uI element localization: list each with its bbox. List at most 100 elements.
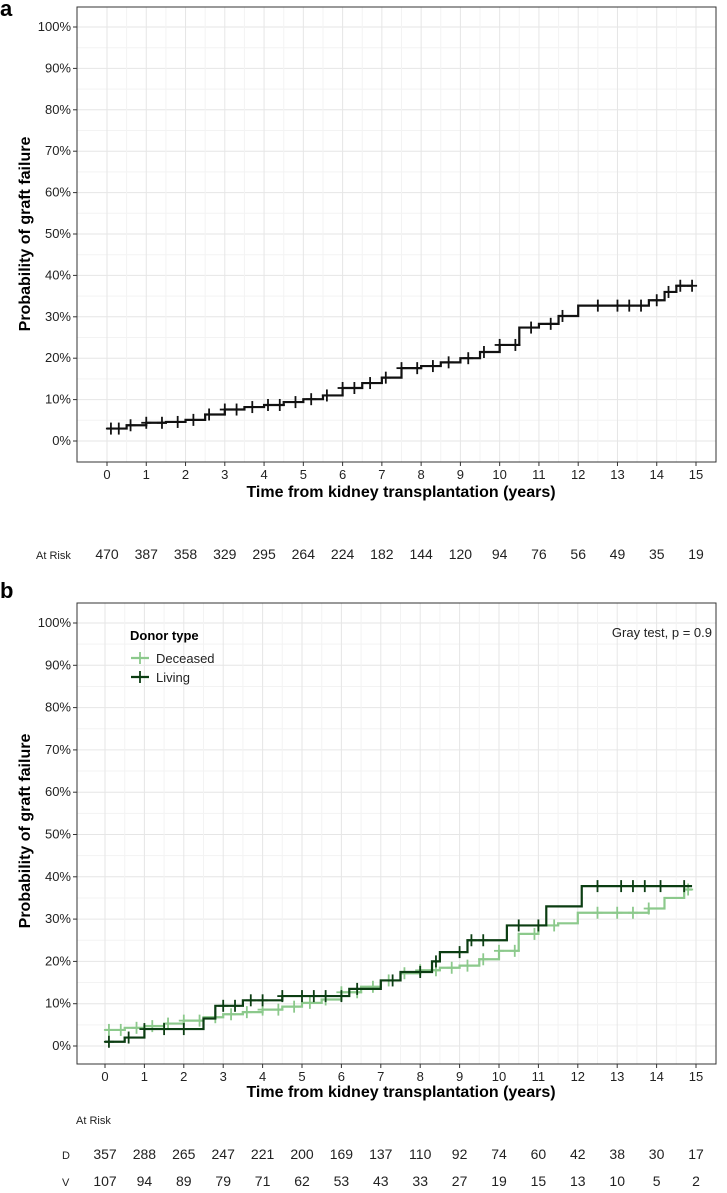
x-tick-label: 10: [492, 1069, 506, 1084]
at-risk-value: 224: [331, 546, 355, 562]
panel-a-at-risk-label: At Risk: [36, 550, 71, 562]
x-tick-label: 10: [492, 467, 506, 482]
at-risk-value: 295: [252, 546, 276, 562]
at-risk-value: 62: [294, 1173, 310, 1189]
censor-mark: [592, 299, 603, 312]
censor-mark: [478, 953, 489, 966]
y-tick-label: 90%: [45, 657, 71, 672]
censor-mark: [172, 415, 183, 428]
panel-a-gridlines: [77, 7, 716, 462]
censor-mark: [612, 906, 623, 919]
x-tick-label: 2: [180, 1069, 187, 1084]
censor-mark: [494, 338, 505, 351]
at-risk-value: 182: [370, 546, 394, 562]
censor-mark: [156, 416, 167, 429]
y-tick-label: 30%: [45, 309, 71, 324]
x-tick-label: 3: [221, 467, 228, 482]
x-tick-label: 14: [649, 467, 663, 482]
censor-mark: [226, 1008, 237, 1021]
at-risk-value: 35: [649, 546, 665, 562]
panel-a-at-risk-table: 470 387 358 329 295 264 224 182 144 120 94 76 56 49 35…: [95, 546, 704, 562]
at-risk-value: 13: [570, 1173, 586, 1189]
censor-mark: [430, 955, 441, 968]
censor-mark: [231, 403, 242, 416]
censor-mark: [304, 996, 315, 1009]
censor-mark: [415, 965, 426, 978]
at-risk-value: 200: [290, 1146, 314, 1162]
x-tick-label: 1: [141, 1069, 148, 1084]
y-tick-label: 50%: [45, 827, 71, 842]
at-risk-value: 89: [176, 1173, 192, 1189]
x-tick-label: 8: [417, 1069, 424, 1084]
at-risk-value: 71: [255, 1173, 271, 1189]
at-risk-value: 19: [688, 546, 704, 562]
at-risk-value: 94: [492, 546, 508, 562]
legend-items: Deceased Living: [131, 651, 215, 685]
at-risk-value: 92: [452, 1146, 468, 1162]
censor-mark: [178, 1023, 189, 1036]
censor-mark: [529, 927, 540, 940]
x-tick-label: 3: [220, 1069, 227, 1084]
censor-mark: [352, 982, 363, 995]
censor-mark: [337, 382, 348, 395]
censor-mark: [321, 389, 332, 402]
censor-mark: [103, 1023, 114, 1036]
gray-test-annotation: Gray test, p = 0.9: [612, 625, 712, 640]
x-tick-label: 15: [689, 467, 703, 482]
at-risk-value: 94: [137, 1173, 153, 1189]
y-tick-label: 90%: [45, 60, 71, 75]
censor-mark: [412, 362, 423, 375]
panel-b-series: [103, 880, 694, 1048]
at-risk-value: 5: [653, 1173, 661, 1189]
x-tick-label: 15: [689, 1069, 703, 1084]
censor-mark: [494, 944, 504, 957]
x-tick-label: 11: [532, 467, 546, 482]
censor-mark: [549, 919, 560, 932]
at-risk-value: 288: [133, 1146, 157, 1162]
at-risk-value: 144: [409, 546, 433, 562]
at-risk-value: 470: [95, 546, 119, 562]
censor-mark: [655, 880, 666, 893]
x-tick-label: 7: [378, 467, 385, 482]
x-tick-label: 4: [259, 1069, 266, 1084]
at-risk-value: 137: [369, 1146, 393, 1162]
censor-mark: [513, 919, 524, 932]
x-tick-label: 2: [182, 467, 189, 482]
legend-item-deceased: Deceased: [131, 651, 215, 666]
censor-mark: [454, 946, 465, 959]
censor-mark: [115, 1023, 126, 1036]
censor-mark: [463, 352, 474, 365]
censor-mark: [147, 1020, 158, 1033]
censor-mark: [131, 1021, 142, 1034]
x-tick-label: 12: [571, 467, 585, 482]
legend-title: Donor type: [130, 628, 199, 643]
censor-mark: [687, 279, 698, 292]
at-risk-value: 56: [570, 546, 586, 562]
censor-mark: [257, 994, 268, 1007]
panel-b-legend: Donor type Deceased Living: [130, 628, 215, 685]
censor-mark: [103, 1035, 114, 1048]
x-tick-label: 6: [338, 1069, 345, 1084]
censor-mark: [592, 906, 603, 919]
censor-mark: [349, 382, 360, 395]
y-tick-label: 60%: [45, 185, 71, 200]
at-risk-value: 169: [330, 1146, 354, 1162]
at-risk-value: 2: [692, 1173, 700, 1189]
x-tick-label: 11: [532, 1069, 546, 1084]
legend-label: Deceased: [156, 651, 215, 666]
censor-mark: [139, 1023, 150, 1036]
censor-mark: [396, 362, 407, 375]
censor-mark: [627, 906, 638, 919]
panel-b-y-axis: 0% 10% 20% 30% 40% 50% 60% 70% 80% 90% 100%: [38, 615, 77, 1053]
y-tick-label: 10%: [45, 996, 71, 1011]
at-risk-value: 30: [649, 1146, 665, 1162]
censor-mark: [204, 408, 215, 421]
censor-mark: [478, 345, 489, 358]
at-risk-value: 33: [412, 1173, 428, 1189]
at-risk-value: 10: [609, 1173, 625, 1189]
x-tick-label: 12: [571, 1069, 585, 1084]
y-tick-label: 10%: [45, 392, 71, 407]
y-tick-label: 60%: [45, 784, 71, 799]
